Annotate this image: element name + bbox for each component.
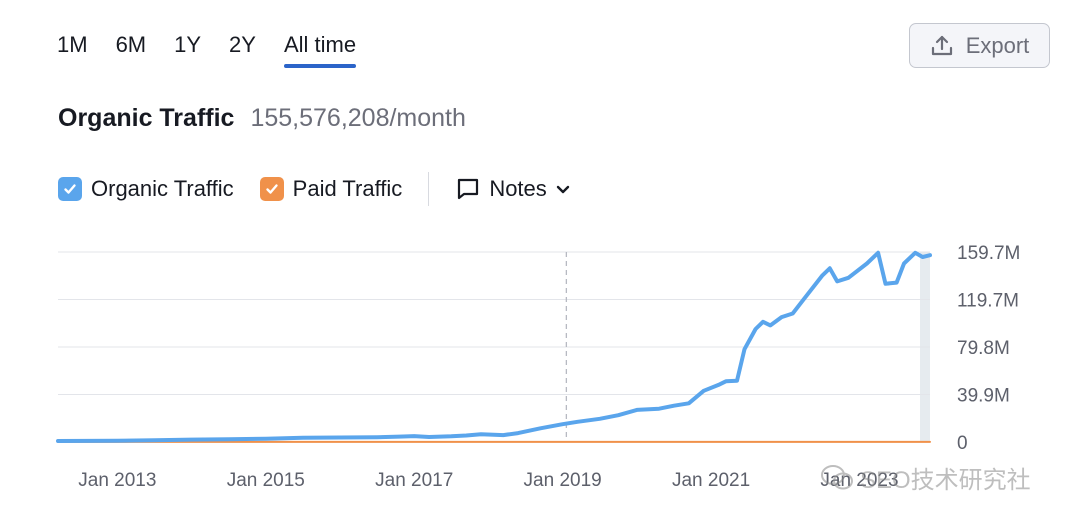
metric-headline: Organic Traffic 155,576,208/month — [58, 104, 466, 133]
paid-checkbox-icon[interactable] — [259, 177, 284, 201]
comment-icon — [458, 178, 479, 200]
y-tick-label: 79.8M — [957, 338, 1010, 359]
x-tick-label: Jan 2019 — [524, 470, 602, 491]
legend-paid-traffic[interactable]: Paid Traffic — [259, 176, 403, 202]
legend-paid-label: Paid Traffic — [292, 176, 403, 201]
legend-organic-traffic[interactable]: Organic Traffic — [58, 176, 234, 202]
y-tick-label: 119.7M — [957, 291, 1019, 312]
x-tick-label: Jan 2021 — [672, 470, 750, 491]
organic-traffic-chart: 0 39.9M 79.8M 119.7M 159.7M Jan 2013 Jan 2015 J… — [56, 243, 1020, 491]
watermark-text: SEO技术研究社 — [860, 467, 1031, 494]
metric-value: 155,576,208/month — [250, 104, 466, 132]
tab-6m[interactable]: 6M — [115, 32, 147, 57]
export-label: Export — [965, 32, 1030, 58]
legend-divider — [428, 172, 430, 206]
tab-1m[interactable]: 1M — [57, 32, 88, 57]
chart-legend: Organic Traffic Paid Traffic Notes — [58, 172, 571, 206]
y-tick-label: 159.7M — [957, 243, 1020, 264]
legend-organic-label: Organic Traffic — [91, 176, 234, 201]
tab-2y[interactable]: 2Y — [229, 32, 256, 57]
x-tick-label: Jan 2017 — [375, 470, 453, 491]
x-tick-label: Jan 2013 — [78, 470, 156, 491]
x-tick-label: Jan 2015 — [227, 470, 305, 491]
wechat-icon — [821, 464, 853, 489]
tab-all-time[interactable]: All time — [283, 30, 357, 70]
chevron-down-icon — [556, 185, 569, 194]
metric-title: Organic Traffic — [58, 104, 235, 132]
export-button[interactable]: Export — [909, 23, 1050, 68]
export-icon — [931, 35, 952, 55]
x-tick-label: Jan 2023 — [820, 470, 898, 491]
tab-1y[interactable]: 1Y — [174, 32, 202, 57]
notes-label: Notes — [489, 176, 547, 201]
watermark: SEO技术研究社 — [820, 460, 1031, 495]
y-tick-label: 39.9M — [957, 386, 1010, 407]
y-tick-label: 0 — [957, 433, 968, 454]
date-range-tabs: 1M 6M 1Y 2Y All time — [57, 30, 384, 70]
organic-traffic-line — [56, 250, 932, 443]
organic-checkbox-icon[interactable] — [58, 177, 82, 201]
notes-dropdown[interactable]: Notes — [455, 176, 570, 202]
